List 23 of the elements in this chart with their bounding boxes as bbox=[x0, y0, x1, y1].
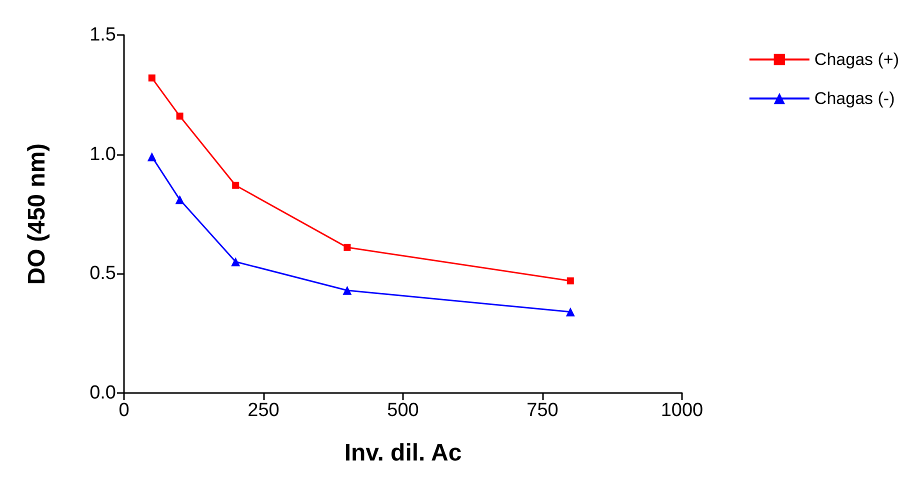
point bbox=[566, 307, 575, 316]
x-tick-label: 250 bbox=[248, 400, 280, 421]
y-tick-label: 1.5 bbox=[90, 24, 116, 46]
point bbox=[147, 152, 156, 162]
y-tick-label: 0.5 bbox=[90, 263, 116, 284]
y-axis-title: DO (450 nm) bbox=[24, 143, 50, 285]
point bbox=[342, 286, 352, 295]
point bbox=[566, 277, 574, 284]
point bbox=[231, 257, 240, 266]
x-tick-label: 1000 bbox=[660, 400, 704, 421]
x-tick-label: 500 bbox=[387, 400, 419, 421]
x-tick-label: 750 bbox=[526, 400, 558, 421]
x-tick-label: 0 bbox=[118, 400, 130, 421]
y-tick-label: 0.0 bbox=[90, 382, 116, 404]
point bbox=[175, 195, 184, 204]
point bbox=[232, 182, 240, 189]
y-tick-label: 1.0 bbox=[90, 144, 116, 165]
point bbox=[148, 74, 156, 82]
legend-label: Chagas (+) bbox=[814, 50, 900, 69]
x-axis-title: Inv. dil. Ac bbox=[344, 440, 462, 466]
point bbox=[176, 112, 184, 120]
point bbox=[344, 244, 351, 251]
legend-label: Chagas (-) bbox=[814, 89, 895, 108]
